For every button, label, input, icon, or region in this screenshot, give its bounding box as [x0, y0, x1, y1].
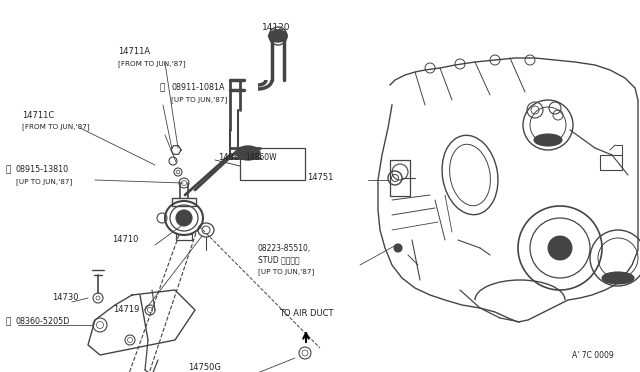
Text: TO AIR DUCT: TO AIR DUCT	[279, 310, 333, 318]
Text: 14710: 14710	[112, 235, 138, 244]
Ellipse shape	[269, 30, 287, 42]
Text: 14751: 14751	[307, 173, 333, 183]
Ellipse shape	[236, 146, 260, 160]
Bar	[176, 234, 192, 240]
Circle shape	[548, 236, 572, 260]
Text: Ⓦ: Ⓦ	[5, 166, 10, 174]
Text: 08915-13810: 08915-13810	[16, 166, 69, 174]
Text: [FROM TO JUN,'87]: [FROM TO JUN,'87]	[22, 124, 90, 130]
Bar	[600, 155, 622, 170]
Text: [UP TO JUN,'87]: [UP TO JUN,'87]	[171, 97, 227, 103]
Text: Ⓢ: Ⓢ	[5, 317, 10, 327]
Text: 14120: 14120	[262, 23, 291, 32]
Ellipse shape	[602, 272, 634, 284]
Bar	[390, 160, 410, 196]
Text: STUD スタッド: STUD スタッド	[258, 256, 300, 264]
Text: 14860W: 14860W	[218, 154, 253, 163]
Text: 14711A: 14711A	[118, 48, 150, 57]
Ellipse shape	[534, 134, 562, 146]
Text: 14719: 14719	[113, 305, 140, 314]
Text: 08360-5205D: 08360-5205D	[16, 317, 70, 327]
Text: 14730: 14730	[52, 294, 79, 302]
Text: A' 7C 0009: A' 7C 0009	[572, 352, 614, 360]
Text: [UP TO JUN,'87]: [UP TO JUN,'87]	[258, 269, 314, 275]
Text: 14860W: 14860W	[245, 154, 276, 163]
Bar	[172, 198, 196, 206]
Text: 08223-85510,: 08223-85510,	[258, 244, 311, 253]
Text: 14750G: 14750G	[188, 363, 221, 372]
Bar	[240, 148, 305, 180]
Circle shape	[176, 210, 192, 226]
Text: 14711C: 14711C	[22, 110, 54, 119]
Text: [UP TO JUN,'87]: [UP TO JUN,'87]	[16, 179, 72, 185]
Text: Ⓝ: Ⓝ	[160, 83, 165, 93]
Text: [FROM TO JUN,'87]: [FROM TO JUN,'87]	[118, 61, 186, 67]
Text: 08911-1081A: 08911-1081A	[171, 83, 225, 93]
Circle shape	[394, 244, 402, 252]
